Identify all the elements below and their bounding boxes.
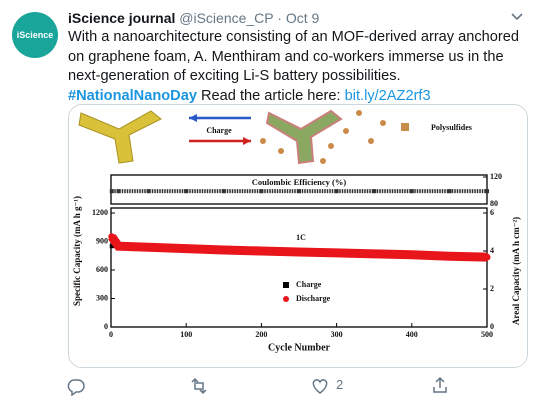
data-point: [145, 243, 153, 251]
y2-tick-label: 120: [490, 172, 502, 181]
data-point: [334, 189, 339, 194]
data-point: [259, 189, 264, 194]
x-tick-label: 0: [109, 330, 113, 339]
legend-label: Discharge: [296, 294, 331, 303]
like-count: 2: [336, 377, 344, 392]
author-name[interactable]: iScience journal: [68, 10, 176, 26]
data-point: [109, 244, 114, 249]
data-point: [485, 189, 489, 194]
data-point: [333, 249, 341, 257]
link[interactable]: bit.ly/2AZ2rf3: [344, 87, 431, 104]
series-line: [108, 234, 488, 262]
like-button[interactable]: [310, 376, 330, 396]
x-axis-label: Cycle Number: [268, 342, 330, 353]
data-point: [184, 189, 189, 194]
data-point: [483, 253, 491, 261]
annotation: 1C: [296, 233, 306, 242]
text: With a nanoarchitecture consisting of an…: [68, 29, 520, 84]
y-tick-label: 1200: [92, 208, 108, 217]
data-point: [372, 189, 377, 194]
data-point: [408, 251, 416, 259]
data-point: [409, 189, 414, 194]
handle[interactable]: @iScience_CP: [179, 10, 274, 26]
data-point: [445, 252, 453, 260]
y2-tick-label: 80: [490, 199, 498, 208]
reply-button[interactable]: [66, 376, 86, 396]
action-bar: 2: [0, 372, 540, 400]
arrow-label: Charge: [206, 126, 232, 135]
y-axis-label: Specific Capacity (mA h g⁻¹): [72, 196, 82, 306]
data-point: [220, 246, 228, 254]
x-tick-label: 100: [180, 330, 192, 339]
data-point: [116, 189, 121, 194]
data-point: [109, 189, 114, 194]
x-tick-label: 300: [331, 330, 343, 339]
legend-marker: [283, 282, 289, 288]
y2-axis-label: Areal Capacity (mA h cm⁻²): [511, 217, 521, 325]
data-point: [257, 247, 265, 255]
more-menu[interactable]: [510, 12, 524, 22]
y-tick-label: 900: [96, 236, 108, 245]
y2-tick-label: 0: [490, 322, 494, 331]
y-tick-label: 300: [96, 293, 108, 302]
data-point: [297, 189, 301, 194]
legend-label: Polysulfides: [431, 123, 472, 132]
legend-label: Charge: [296, 280, 322, 289]
separator: ·: [277, 10, 282, 26]
retweet-button[interactable]: [188, 376, 210, 396]
data-point: [146, 189, 151, 194]
data-point: [295, 248, 303, 256]
media-card[interactable]: Charge Polysulfides 80 120 Coulombic Effic…: [68, 104, 528, 368]
y-tick-label: 0: [104, 322, 108, 331]
data-point: [447, 189, 452, 194]
data-point: [370, 250, 378, 258]
legend-marker: [283, 296, 289, 302]
share-button[interactable]: [430, 375, 450, 395]
y-tick-label: 600: [96, 265, 108, 274]
tweet-header: iScience journal @iScience_CP · Oct 9: [68, 10, 319, 26]
hashtag[interactable]: #NationalNanoDay: [68, 87, 197, 104]
x-tick-label: 400: [406, 330, 418, 339]
data-point: [108, 233, 116, 241]
data-point: [182, 245, 190, 253]
figure: Charge Polysulfides 80 120 Coulombic Effic…: [69, 105, 527, 367]
x-tick-label: 200: [255, 330, 267, 339]
panel-title: Coulombic Efficiency (%): [252, 177, 347, 187]
tweet-text: With a nanoarchitecture consisting of an…: [68, 28, 530, 106]
x-tick-label: 500: [481, 330, 493, 339]
y2-tick-label: 2: [490, 284, 494, 293]
data-point: [221, 189, 226, 194]
data-point: [115, 242, 123, 250]
y2-tick-label: 6: [490, 208, 494, 217]
avatar[interactable]: iScience: [12, 12, 58, 58]
text: Read the article here:: [201, 87, 341, 104]
date[interactable]: Oct 9: [285, 10, 320, 26]
y2-tick-label: 4: [490, 246, 494, 255]
